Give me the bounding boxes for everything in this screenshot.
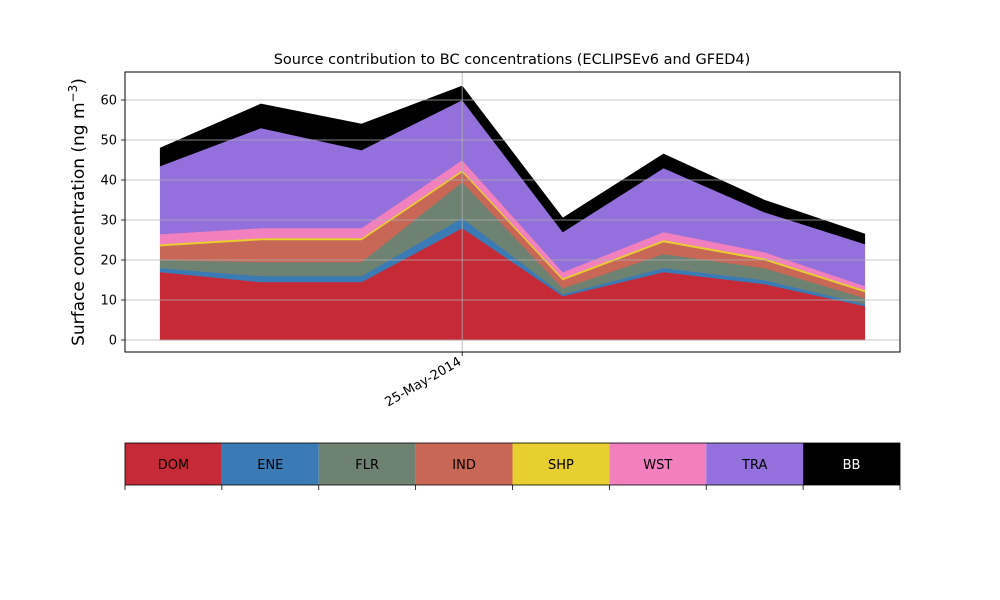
legend-swatch-shp	[512, 443, 610, 485]
y-axis: 0 10 20 30 40 50 60	[100, 94, 125, 349]
legend-label-bb: BB	[843, 458, 861, 473]
legend-label-wst: WST	[643, 458, 672, 473]
x-tick-label: 25-May-2014	[382, 354, 464, 410]
legend-label-ene: ENE	[257, 458, 283, 473]
y-tick-label: 50	[100, 134, 117, 149]
y-tick-label: 20	[100, 254, 117, 269]
legend-swatch-tra	[706, 443, 804, 485]
y-axis-label-main: Surface concentration (ng m	[69, 102, 89, 345]
legend-label-ind: IND	[452, 458, 476, 473]
y-tick-label: 10	[100, 294, 117, 309]
legend-colorbar: DOM ENE FLR IND SHP WST TRA BB	[124, 442, 901, 490]
y-axis-label: Surface concentration (ng m−3)	[66, 78, 89, 346]
legend-label-flr: FLR	[355, 458, 379, 473]
area-bb	[159, 85, 866, 245]
grid-lines	[125, 72, 900, 352]
y-tick-label: 40	[100, 174, 117, 189]
chart-title: Source contribution to BC concentrations…	[274, 52, 751, 68]
legend-swatch-wst	[609, 443, 707, 485]
y-axis-label-close: )	[69, 78, 89, 85]
legend-label-dom: DOM	[158, 458, 189, 473]
legend-swatch-bb	[803, 443, 900, 485]
plot-area: 0 10 20 30 40 50 60 25-May-2014	[100, 71, 901, 410]
legend-swatch-flr	[318, 443, 416, 485]
x-axis: 25-May-2014	[382, 352, 464, 410]
y-axis-label-superscript: −3	[66, 85, 80, 103]
area-series-group	[159, 85, 866, 341]
legend-swatch-ind	[415, 443, 513, 485]
y-tick-label: 60	[100, 94, 117, 109]
y-tick-label: 0	[109, 334, 117, 349]
legend-label-tra: TRA	[741, 458, 767, 473]
legend-label-shp: SHP	[548, 458, 574, 473]
legend-swatch-ene	[221, 443, 319, 485]
legend-swatch-dom	[125, 443, 222, 485]
y-tick-label: 30	[100, 214, 117, 229]
plot-frame	[124, 71, 901, 353]
